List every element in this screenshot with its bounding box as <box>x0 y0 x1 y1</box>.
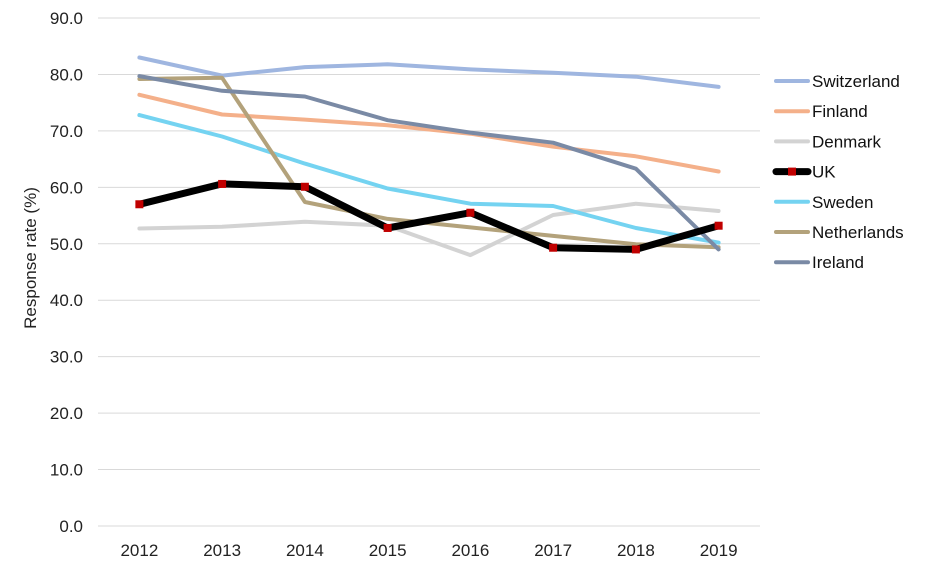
legend-label-uk: UK <box>812 163 836 182</box>
legend-label-denmark: Denmark <box>812 132 881 151</box>
series-line-denmark <box>137 201 721 258</box>
series-line-finland <box>137 92 721 174</box>
y-tick-label: 30.0 <box>50 348 83 367</box>
series-line-switzerland <box>137 55 721 89</box>
legend-label-ireland: Ireland <box>812 253 864 272</box>
x-tick-label: 2017 <box>534 541 572 560</box>
y-tick-label: 50.0 <box>50 235 83 254</box>
series-line-uk <box>135 180 723 253</box>
y-tick-label: 20.0 <box>50 404 83 423</box>
series-point-uk <box>383 223 392 232</box>
legend: Switzerland Finland Denmark UK Sweden Netherl… <box>772 72 904 272</box>
y-axis-label: Response rate (%) <box>21 187 40 329</box>
y-tick-label: 0.0 <box>59 517 83 536</box>
x-tick-labels: 2012 2013 2014 2015 2016 2017 2018 2019 <box>120 541 737 560</box>
series-point-uk <box>714 221 723 230</box>
legend-label-netherlands: Netherlands <box>812 223 904 242</box>
series-point-uk <box>466 208 475 217</box>
x-tick-label: 2012 <box>120 541 158 560</box>
series-point-uk <box>549 243 558 252</box>
y-tick-label: 40.0 <box>50 291 83 310</box>
series-point-uk <box>300 182 309 191</box>
series-line-sweden <box>137 113 721 245</box>
legend-label-sweden: Sweden <box>812 193 873 212</box>
series-line-ireland <box>137 74 721 252</box>
x-tick-label: 2019 <box>700 541 738 560</box>
series-lines <box>135 55 723 258</box>
x-tick-label: 2016 <box>451 541 489 560</box>
x-tick-label: 2015 <box>369 541 407 560</box>
series-point-uk <box>218 179 227 188</box>
y-tick-label: 10.0 <box>50 461 83 480</box>
y-tick-labels: 0.0 10.0 20.0 30.0 40.0 50.0 60.0 70.0 80.0 90.0 <box>50 9 83 536</box>
y-tick-label: 70.0 <box>50 122 83 141</box>
legend-label-finland: Finland <box>812 102 868 121</box>
y-tick-label: 60.0 <box>50 178 83 197</box>
y-tick-label: 90.0 <box>50 9 83 28</box>
series-point-uk <box>631 245 640 254</box>
series-point-uk <box>135 200 144 209</box>
legend-label-switzerland: Switzerland <box>812 72 900 91</box>
y-tick-label: 80.0 <box>50 65 83 84</box>
legend-marker-uk <box>788 167 796 176</box>
x-tick-label: 2013 <box>203 541 241 560</box>
x-tick-label: 2018 <box>617 541 655 560</box>
x-tick-label: 2014 <box>286 541 324 560</box>
grid-lines <box>98 17 760 527</box>
